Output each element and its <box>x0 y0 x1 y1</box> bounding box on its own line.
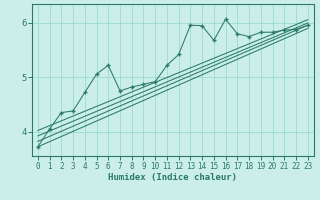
X-axis label: Humidex (Indice chaleur): Humidex (Indice chaleur) <box>108 173 237 182</box>
